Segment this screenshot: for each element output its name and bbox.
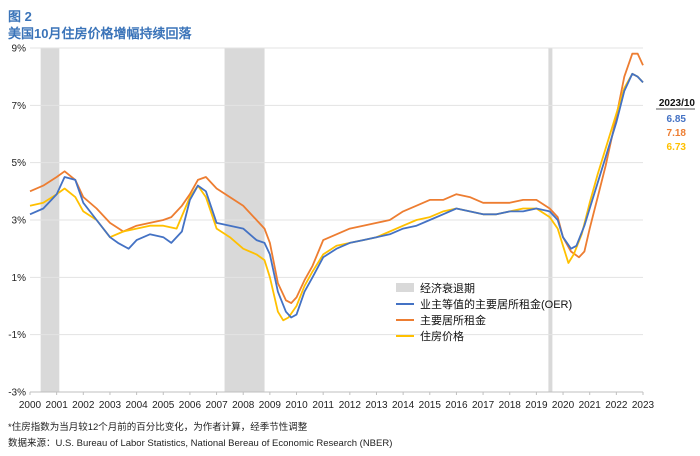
latest-values: 2023/10 6.85 7.18 6.73: [656, 98, 695, 153]
x-tick-label: 2006: [179, 400, 202, 411]
x-tick-label: 2007: [205, 400, 228, 411]
y-tick-label: 9%: [12, 44, 27, 55]
series-lines: [29, 52, 644, 322]
chart-title: 美国10月住房价格增幅持续回落: [8, 26, 192, 41]
series-line-3: [29, 72, 644, 322]
latest-value-1: 6.85: [667, 114, 687, 125]
x-tick-label: 2009: [259, 400, 282, 411]
y-tick-label: 5%: [12, 158, 27, 169]
x-tick-label: 2023: [632, 400, 655, 411]
x-tick-label: 2005: [152, 400, 175, 411]
x-tick-label: 2013: [365, 400, 388, 411]
x-axis-ticks: 2000 2001 2002 2003 2004 2005 2006 2007 2008 2009…: [19, 391, 655, 411]
figure-label: 图 2: [8, 9, 32, 24]
x-tick-label: 2015: [419, 400, 442, 411]
y-tick-label: 1%: [12, 273, 27, 284]
y-tick-label: 3%: [12, 216, 27, 227]
x-tick-label: 2020: [552, 400, 575, 411]
x-tick-label: 2001: [46, 400, 69, 411]
x-tick-label: 2018: [499, 400, 522, 411]
x-tick-label: 2004: [125, 400, 148, 411]
x-tick-label: 2019: [525, 400, 548, 411]
y-tick-label: 7%: [12, 101, 27, 112]
grid-lines: [30, 47, 643, 393]
x-tick-label: 2010: [285, 400, 308, 411]
x-tick-label: 2011: [312, 400, 334, 411]
x-tick-label: 2003: [99, 400, 122, 411]
x-tick-label: 2000: [19, 400, 42, 411]
series-line-1: [29, 72, 644, 319]
y-tick-label: -1%: [8, 330, 26, 341]
footnote: *住房指数为当月较12个月前的百分比变化，为作者计算，经季节性调整: [8, 422, 308, 433]
data-source: 数据来源：U.S. Bureau of Labor Statistics, Na…: [8, 438, 393, 449]
series-line-2: [29, 52, 644, 304]
latest-value-3: 6.73: [667, 142, 687, 153]
legend-label-3: 住房价格: [420, 329, 464, 343]
x-tick-label: 2021: [579, 400, 602, 411]
legend-swatch-recession: [396, 283, 414, 292]
legend-label-2: 主要居所租金: [420, 313, 486, 327]
latest-date: 2023/10: [659, 98, 696, 109]
x-tick-label: 2022: [605, 400, 628, 411]
x-tick-label: 2016: [445, 400, 468, 411]
x-tick-label: 2017: [472, 400, 495, 411]
x-tick-label: 2002: [72, 400, 95, 411]
legend-label-recession: 经济衰退期: [420, 281, 475, 295]
x-tick-label: 2008: [232, 400, 255, 411]
latest-value-2: 7.18: [667, 128, 687, 139]
x-tick-label: 2014: [392, 400, 415, 411]
y-tick-label: -3%: [8, 388, 26, 399]
x-tick-label: 2012: [339, 400, 362, 411]
y-axis-ticks: 9% 7% 5% 3% 1% -1% -3%: [8, 44, 26, 399]
legend-label-1: 业主等值的主要居所租金(OER): [420, 297, 572, 311]
